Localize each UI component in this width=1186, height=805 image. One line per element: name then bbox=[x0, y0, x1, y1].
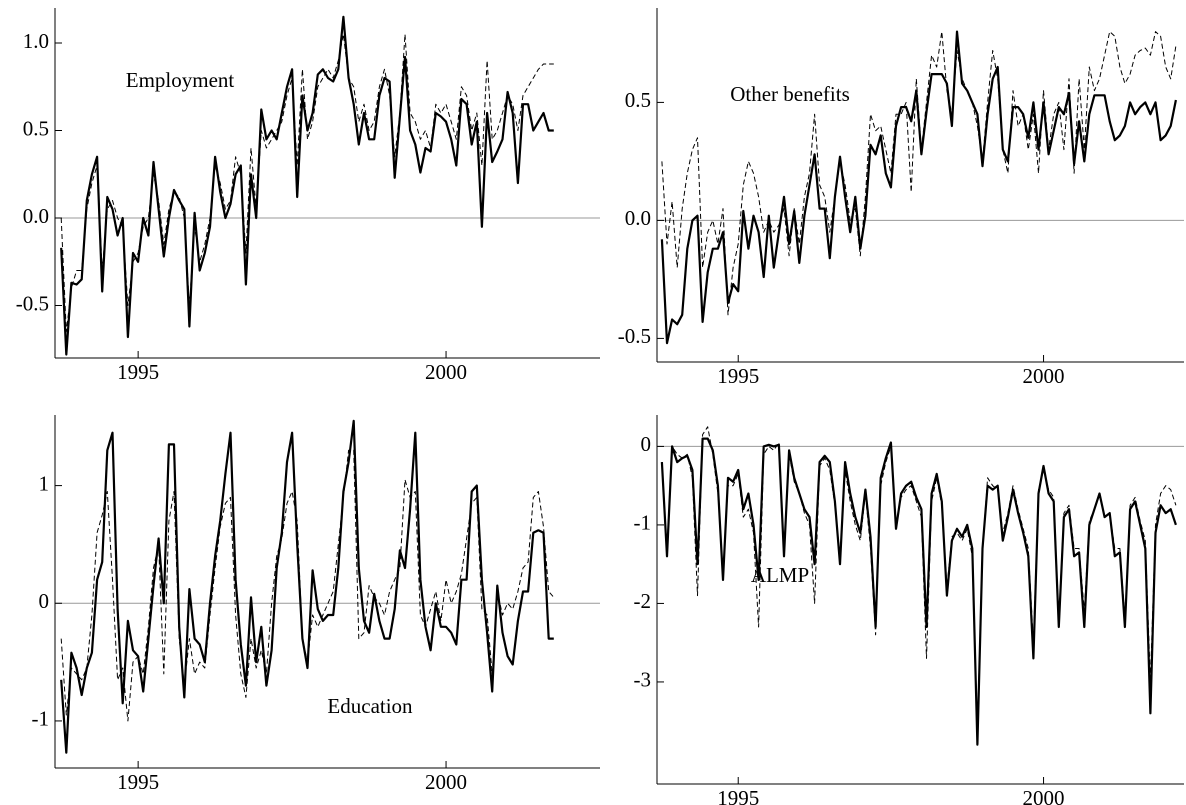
y-tick-label: -1 bbox=[32, 707, 50, 731]
y-tick-label: 0.0 bbox=[625, 206, 651, 230]
y-tick-label: 1 bbox=[39, 471, 50, 495]
x-tick-label: 2000 bbox=[425, 770, 467, 794]
x-tick-label: 1995 bbox=[717, 364, 759, 388]
y-tick-label: 0 bbox=[641, 432, 652, 456]
y-tick-label: 1.0 bbox=[23, 29, 49, 53]
y-tick-label: -2 bbox=[634, 589, 652, 613]
y-tick-label: -3 bbox=[634, 668, 652, 692]
x-tick-label: 2000 bbox=[425, 360, 467, 384]
series-line bbox=[660, 30, 1177, 345]
series-line bbox=[60, 419, 554, 754]
series-line bbox=[60, 15, 554, 356]
panel-title: Other benefits bbox=[730, 82, 850, 106]
series-line bbox=[660, 437, 1177, 746]
y-tick-label: 0.5 bbox=[625, 88, 651, 112]
x-tick-label: 1995 bbox=[117, 770, 159, 794]
series-line bbox=[661, 31, 1177, 316]
x-tick-label: 1995 bbox=[117, 360, 159, 384]
y-tick-label: 0 bbox=[39, 589, 50, 613]
panel-title: Employment bbox=[126, 68, 235, 92]
panel-title: Education bbox=[327, 694, 413, 718]
series-line bbox=[661, 426, 1177, 730]
x-tick-label: 1995 bbox=[717, 786, 759, 805]
x-tick-label: 2000 bbox=[1023, 364, 1065, 388]
series-line bbox=[60, 449, 555, 722]
y-tick-label: -0.5 bbox=[16, 291, 49, 315]
x-tick-label: 2000 bbox=[1023, 786, 1065, 805]
panel-title: ALMP bbox=[751, 563, 809, 587]
y-tick-label: 0.0 bbox=[23, 204, 49, 228]
series-line bbox=[60, 33, 554, 333]
y-tick-label: -0.5 bbox=[618, 324, 651, 348]
y-tick-label: -1 bbox=[634, 511, 652, 535]
y-tick-label: 0.5 bbox=[23, 116, 49, 140]
